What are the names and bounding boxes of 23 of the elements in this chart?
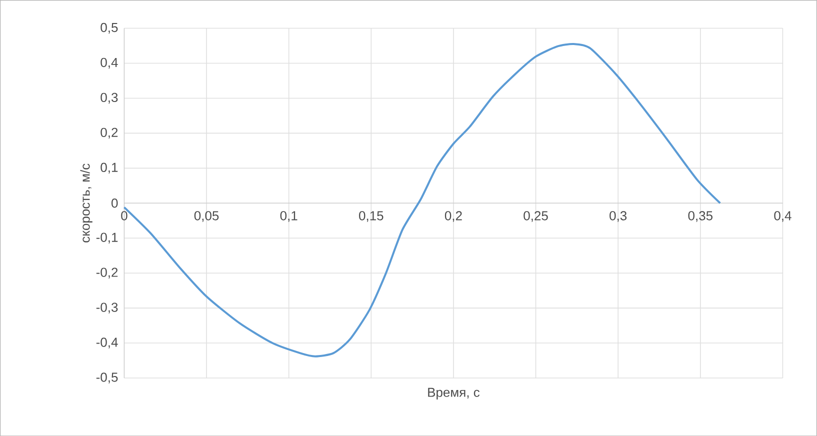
y-tick-label: 0,2 [100,128,118,138]
y-tick-label: 0,1 [100,162,118,174]
y-tick-label: -0,1 [96,232,118,244]
x-tick-label: 0,4 [774,211,792,222]
x-tick-label: 0,3 [610,211,627,222]
x-axis-title: Время, с [428,388,480,400]
y-tick-label: 0,3 [100,92,118,104]
x-tick-label: 0,35 [688,211,712,222]
y-tick-label: -0,2 [96,268,118,278]
x-tick-label: 0 [121,211,128,220]
x-tick-label: 0,15 [359,211,384,222]
y-tick-label: -0,3 [96,302,118,314]
y-tick-label: -0,4 [96,338,118,348]
y-tick-label: 0,5 [100,22,118,34]
y-tick-label: -0,5 [96,372,118,384]
y-tick-label: 0,4 [100,58,118,68]
x-tick-label: 0,05 [194,211,219,222]
y-tick-label: 0 [112,198,118,208]
x-tick-label: 0,2 [444,211,462,222]
x-tick-label: 0,25 [524,211,548,222]
x-tick-label: 0,1 [280,211,298,222]
y-axis-title: скорость, м/с [80,164,92,242]
line-series [123,42,722,358]
